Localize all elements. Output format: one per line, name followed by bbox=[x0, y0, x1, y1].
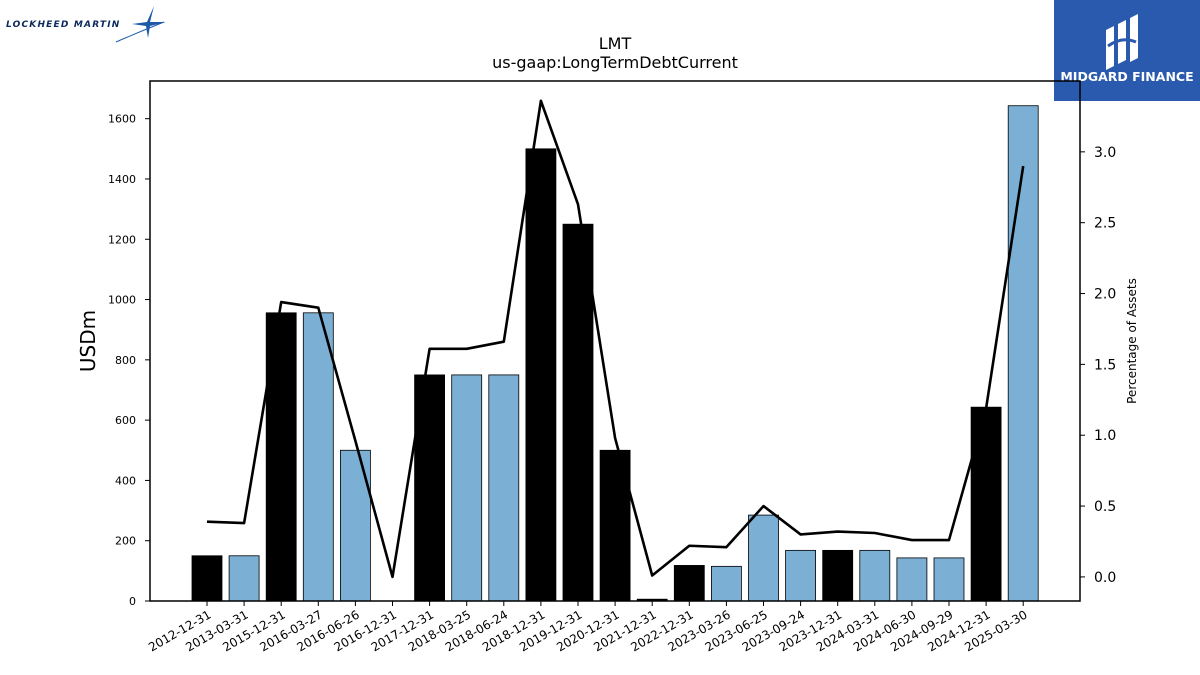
y2-tick-label: 1.0 bbox=[1094, 428, 1116, 444]
midgard-finance-logo-text: MIDGARD FINANCE bbox=[1060, 69, 1194, 84]
y2-tick-label: 0.5 bbox=[1094, 499, 1116, 515]
y-axis-label: USDm bbox=[76, 310, 100, 372]
bar-2024-12-31 bbox=[970, 406, 1002, 602]
chart-subtitle: us-gaap:LongTermDebtCurrent bbox=[492, 53, 738, 72]
bar-2015-12-31 bbox=[265, 312, 297, 602]
midgard-emblem-icon bbox=[1106, 14, 1138, 70]
y2-tick-label: 0.0 bbox=[1094, 570, 1116, 586]
bar-2023-03-26 bbox=[711, 565, 742, 602]
x-axis: 2012-12-312013-03-312015-12-312016-03-27… bbox=[146, 601, 1030, 654]
line-group bbox=[206, 99, 1025, 579]
chart-title: LMT bbox=[599, 34, 632, 53]
y-tick-label: 1000 bbox=[108, 294, 136, 307]
bar-2023-09-24 bbox=[785, 549, 816, 602]
y2-tick-label: 2.0 bbox=[1094, 287, 1116, 303]
y-tick-label: 200 bbox=[115, 535, 136, 548]
bar-2022-12-31 bbox=[673, 565, 705, 602]
y2-axis-label: Percentage of Assets bbox=[1125, 278, 1139, 404]
bar-2024-06-30 bbox=[896, 557, 928, 602]
bar-2024-03-31 bbox=[859, 549, 891, 602]
y-tick-label: 600 bbox=[115, 414, 136, 427]
bar-2018-06-24 bbox=[488, 374, 520, 602]
y-axis: 0 200 400 600 800 1000 1200 1400 1600 bbox=[108, 113, 150, 608]
bar-2016-06-26 bbox=[339, 449, 371, 602]
y-tick-label: 1200 bbox=[108, 233, 136, 246]
bar-2023-06-25 bbox=[748, 514, 779, 602]
bar-2016-03-27 bbox=[302, 312, 334, 602]
y2-tick-label: 3.0 bbox=[1094, 145, 1116, 161]
y-tick-label: 800 bbox=[115, 354, 136, 367]
y2-tick-label: 2.5 bbox=[1094, 216, 1116, 232]
y2-tick-label: 1.5 bbox=[1094, 357, 1116, 373]
bar-2012-12-31 bbox=[191, 555, 223, 602]
bar-2018-12-31 bbox=[525, 148, 557, 602]
bar-2013-03-31 bbox=[228, 555, 260, 602]
y-tick-label: 1400 bbox=[108, 173, 136, 186]
bar-2024-09-29 bbox=[933, 557, 965, 602]
y-tick-label: 1600 bbox=[108, 113, 136, 126]
y-tick-label: 400 bbox=[115, 474, 136, 487]
bar-2019-12-31 bbox=[562, 223, 594, 602]
percentage-line bbox=[206, 99, 1025, 579]
bar-2018-03-25 bbox=[451, 374, 483, 602]
lockheed-martin-logo-text: LOCKHEED MARTIN bbox=[6, 20, 121, 30]
y2-axis: 0.0 0.5 1.0 1.5 2.0 2.5 3.0 bbox=[1080, 145, 1116, 586]
lockheed-star-icon bbox=[115, 6, 166, 43]
bar-2025-03-30 bbox=[1007, 105, 1039, 602]
midgard-finance-logo: MIDGARD FINANCE bbox=[1054, 0, 1200, 101]
bar-2023-12-31 bbox=[822, 549, 854, 602]
lockheed-martin-logo: LOCKHEED MARTIN bbox=[4, 4, 174, 44]
bars-group bbox=[191, 105, 1039, 602]
y-tick-label: 0 bbox=[129, 595, 136, 608]
